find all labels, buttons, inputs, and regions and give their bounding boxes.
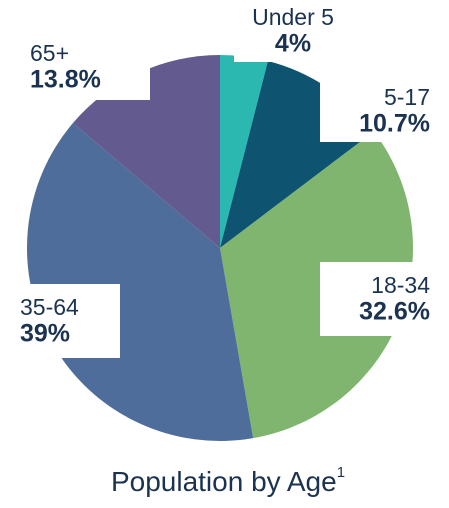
- slice: [220, 131, 413, 439]
- label-box: [6, 284, 120, 358]
- title-note: 1: [337, 464, 345, 481]
- slice-percent: 32.6%: [359, 298, 430, 326]
- label-box: [234, 0, 352, 62]
- label-box: [320, 80, 442, 142]
- slice-percent: 10.7%: [359, 110, 430, 138]
- slice-name: 18-34: [371, 272, 430, 298]
- slice: [72, 55, 221, 248]
- chart-title: Population by Age1: [111, 464, 345, 497]
- slice-name: 65+: [30, 40, 69, 66]
- slice-name: 5-17: [384, 84, 430, 110]
- slice-percent: 13.8%: [30, 66, 101, 94]
- slice-name: Under 5: [252, 4, 334, 30]
- slice-name: 35-64: [20, 294, 79, 320]
- title-text: Population by Age: [111, 466, 337, 497]
- slice: [27, 122, 254, 441]
- slice-percent: 39%: [20, 320, 70, 348]
- label-box: [320, 262, 442, 336]
- label-box: [22, 34, 150, 100]
- slice-percent: 4%: [275, 30, 311, 58]
- slice: [220, 55, 268, 248]
